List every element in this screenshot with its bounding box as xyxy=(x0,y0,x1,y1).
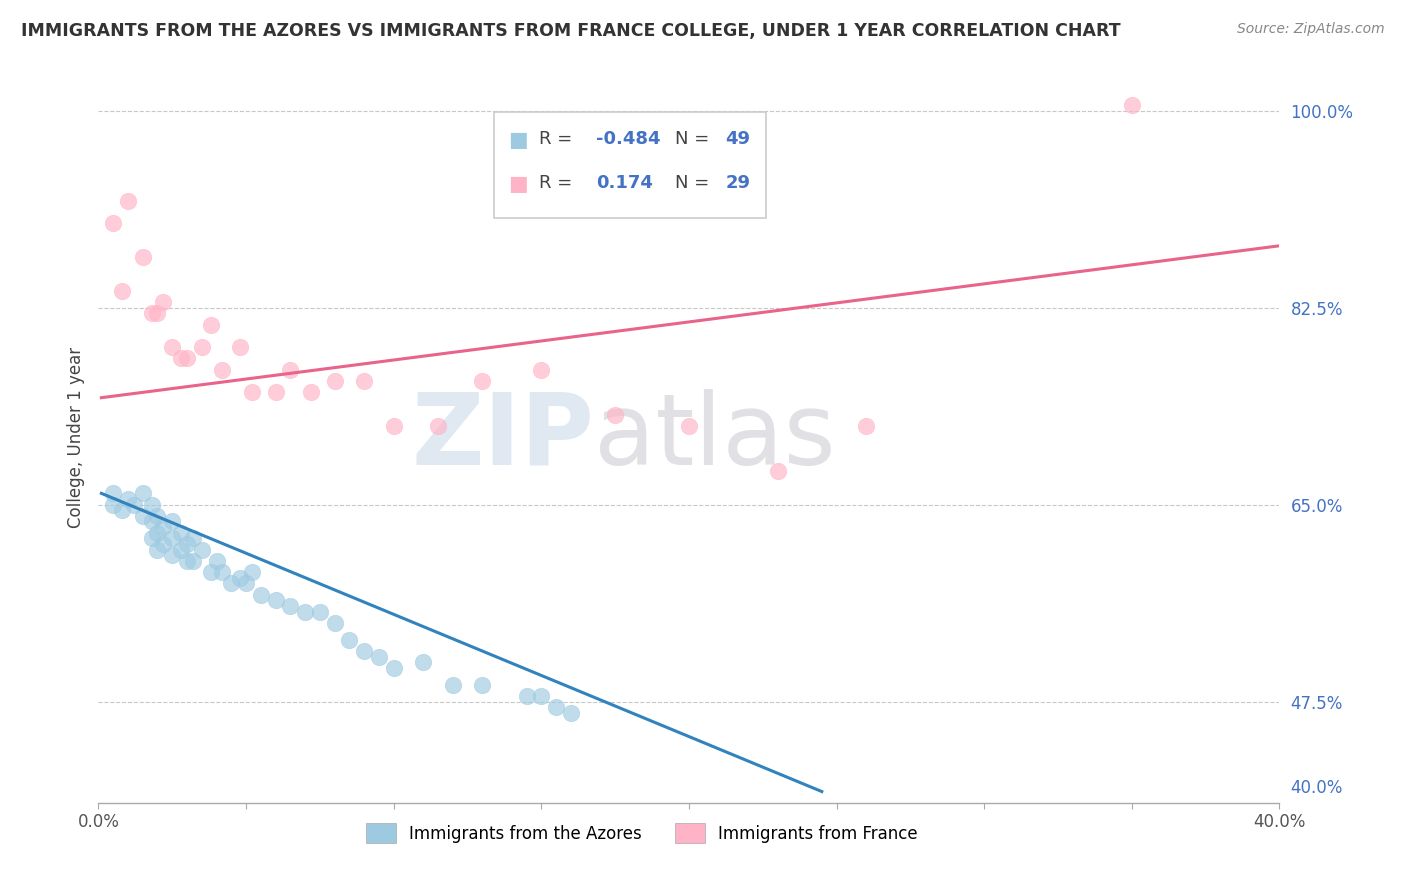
Text: R =: R = xyxy=(538,174,583,192)
Point xyxy=(181,532,204,546)
Point xyxy=(170,542,193,557)
Text: ■: ■ xyxy=(508,174,529,194)
Point xyxy=(162,532,183,546)
Point xyxy=(146,525,169,540)
Point xyxy=(264,593,287,607)
Point xyxy=(117,491,139,506)
Point xyxy=(211,565,233,579)
Point xyxy=(678,418,700,433)
Point xyxy=(146,542,169,557)
Point xyxy=(309,605,332,619)
Point xyxy=(546,700,568,714)
Point xyxy=(264,385,287,400)
Point xyxy=(141,532,163,546)
Point xyxy=(382,661,405,675)
Point xyxy=(170,525,193,540)
Point xyxy=(162,548,183,562)
Point xyxy=(111,503,134,517)
Point xyxy=(280,599,302,613)
Point xyxy=(530,362,553,376)
Text: 0.174: 0.174 xyxy=(596,174,652,192)
Text: R =: R = xyxy=(538,130,578,148)
Point xyxy=(191,542,214,557)
Point xyxy=(299,385,322,400)
Text: ■: ■ xyxy=(508,130,529,150)
Point xyxy=(162,515,183,529)
Text: atlas: atlas xyxy=(595,389,837,485)
Point xyxy=(122,498,145,512)
Point xyxy=(235,576,257,591)
Point xyxy=(205,554,228,568)
Point xyxy=(353,374,375,388)
Point xyxy=(176,537,198,551)
Point xyxy=(132,508,155,523)
Bar xyxy=(494,112,766,218)
Point xyxy=(323,615,346,630)
Point xyxy=(412,655,434,669)
Point xyxy=(111,284,134,298)
Point xyxy=(181,554,204,568)
Text: -0.484: -0.484 xyxy=(596,130,661,148)
Point xyxy=(152,537,174,551)
Text: 29: 29 xyxy=(725,174,751,192)
Point xyxy=(441,678,464,692)
Point xyxy=(766,464,789,478)
Point xyxy=(132,250,155,264)
Text: N =: N = xyxy=(675,130,714,148)
Point xyxy=(146,306,169,320)
Point xyxy=(141,498,163,512)
Point xyxy=(560,706,582,720)
Point xyxy=(141,306,163,320)
Point xyxy=(323,374,346,388)
Text: N =: N = xyxy=(675,174,714,192)
Point xyxy=(229,571,252,585)
Point xyxy=(146,508,169,523)
Legend: Immigrants from the Azores, Immigrants from France: Immigrants from the Azores, Immigrants f… xyxy=(359,817,925,849)
Point xyxy=(605,408,627,422)
Point xyxy=(141,515,163,529)
Point xyxy=(471,678,494,692)
Text: IMMIGRANTS FROM THE AZORES VS IMMIGRANTS FROM FRANCE COLLEGE, UNDER 1 YEAR CORRE: IMMIGRANTS FROM THE AZORES VS IMMIGRANTS… xyxy=(21,22,1121,40)
Point xyxy=(229,340,252,354)
Point xyxy=(170,351,193,366)
Point xyxy=(530,689,553,703)
Point xyxy=(103,498,125,512)
Point xyxy=(382,418,405,433)
Point xyxy=(250,588,273,602)
Point xyxy=(427,418,450,433)
Point xyxy=(103,216,125,230)
Point xyxy=(471,374,494,388)
Point xyxy=(1121,98,1143,112)
Point xyxy=(176,554,198,568)
Point xyxy=(221,576,243,591)
Point xyxy=(152,520,174,534)
Text: ZIP: ZIP xyxy=(412,389,595,485)
Point xyxy=(353,644,375,658)
Point xyxy=(211,362,233,376)
Point xyxy=(855,418,877,433)
Point xyxy=(117,194,139,208)
Point xyxy=(240,565,263,579)
Point xyxy=(152,295,174,310)
Point xyxy=(240,385,263,400)
Text: 49: 49 xyxy=(725,130,751,148)
Point xyxy=(132,486,155,500)
Point xyxy=(294,605,316,619)
Text: Source: ZipAtlas.com: Source: ZipAtlas.com xyxy=(1237,22,1385,37)
Point xyxy=(162,340,183,354)
Point xyxy=(103,486,125,500)
Point xyxy=(200,318,222,332)
Point xyxy=(339,632,361,647)
Y-axis label: College, Under 1 year: College, Under 1 year xyxy=(66,346,84,528)
Point xyxy=(368,649,391,664)
Point xyxy=(191,340,214,354)
Point xyxy=(200,565,222,579)
Point xyxy=(176,351,198,366)
Point xyxy=(516,689,538,703)
Point xyxy=(280,362,302,376)
